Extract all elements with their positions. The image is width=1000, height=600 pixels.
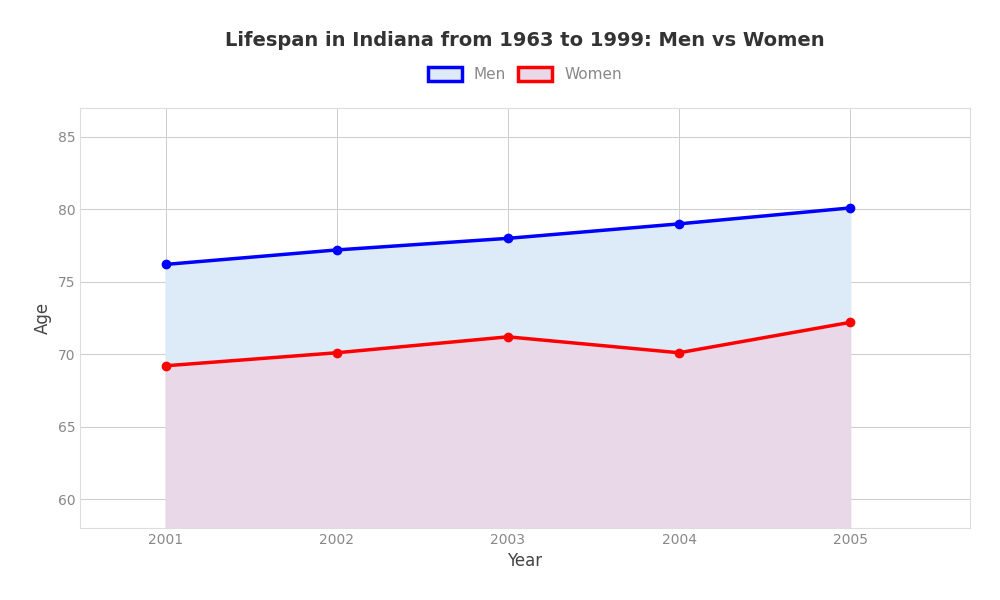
Title: Lifespan in Indiana from 1963 to 1999: Men vs Women: Lifespan in Indiana from 1963 to 1999: M… (225, 31, 825, 49)
Y-axis label: Age: Age (34, 302, 52, 334)
Legend: Men, Women: Men, Women (422, 61, 628, 88)
X-axis label: Year: Year (507, 553, 543, 571)
